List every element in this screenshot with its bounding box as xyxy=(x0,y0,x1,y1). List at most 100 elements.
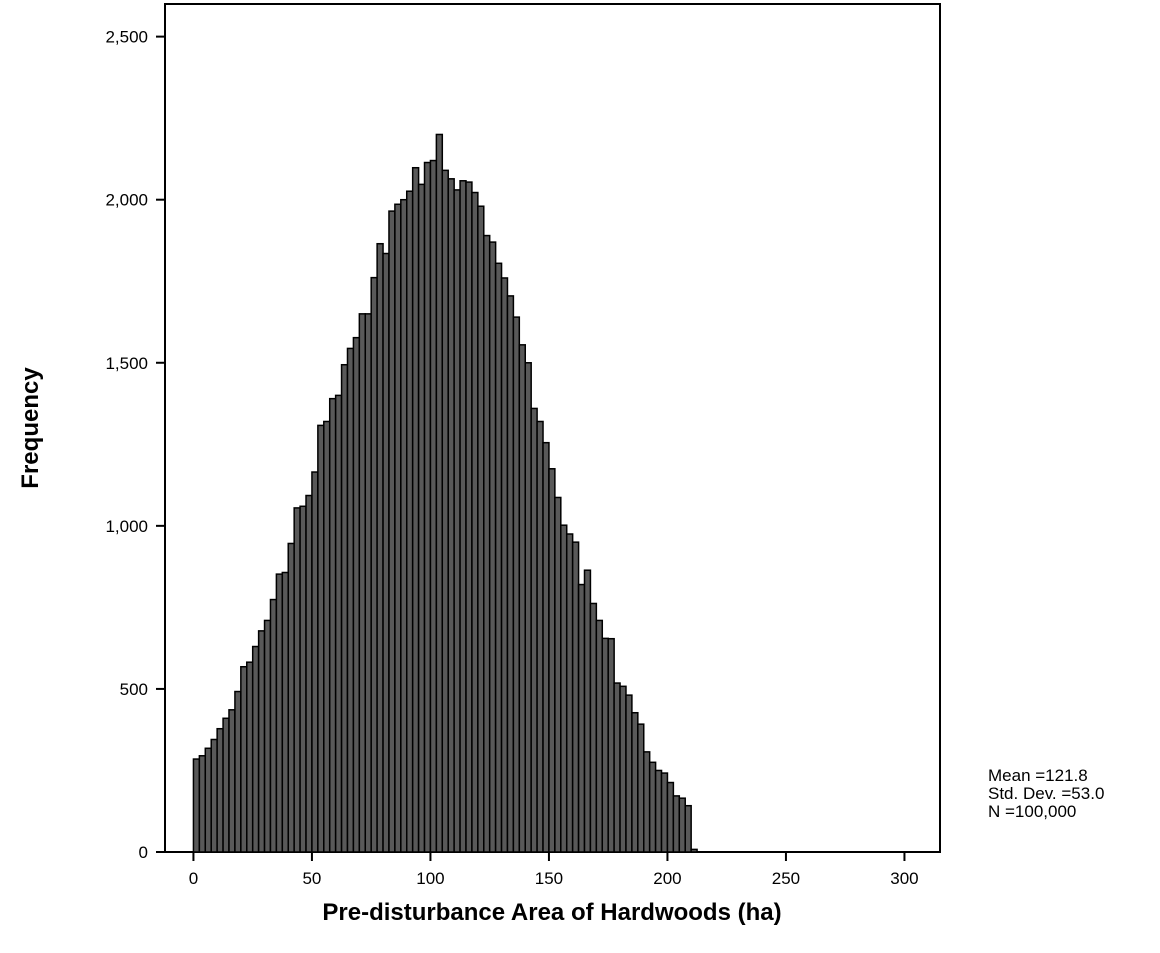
histogram-bar xyxy=(524,362,532,853)
histogram-bar xyxy=(536,420,544,853)
histogram-bar xyxy=(589,602,598,853)
histogram-bar xyxy=(263,619,272,853)
x-tick-label: 250 xyxy=(772,869,800,888)
histogram-bar xyxy=(506,295,515,853)
histogram-bar xyxy=(447,178,455,853)
histogram-bar xyxy=(388,210,396,853)
x-axis-title: Pre-disturbance Area of Hardwoods (ha) xyxy=(322,899,781,926)
histogram-bar xyxy=(601,637,609,853)
bar-group xyxy=(192,133,698,853)
histogram-bar xyxy=(500,277,509,853)
histogram-bar xyxy=(643,751,651,853)
x-tick-label: 0 xyxy=(189,869,198,888)
histogram-bar xyxy=(471,191,479,853)
histogram-bar xyxy=(382,252,390,853)
histogram-bar xyxy=(530,407,538,853)
histogram-bar xyxy=(619,685,627,853)
histogram-bar xyxy=(542,441,550,853)
histogram-bar xyxy=(666,781,675,853)
histogram-bar xyxy=(317,424,325,853)
histogram-bar xyxy=(269,598,278,853)
histogram-bar xyxy=(459,180,467,853)
histogram-bar xyxy=(275,573,284,853)
histogram-bar xyxy=(465,181,473,853)
y-tick-label: 500 xyxy=(120,680,148,699)
histogram-bar xyxy=(340,363,349,853)
stat-std-dev: Std. Dev. =53.0 xyxy=(988,784,1104,803)
histogram-bar xyxy=(228,709,236,853)
histogram-bar xyxy=(565,533,574,853)
histogram-bar xyxy=(429,159,438,853)
y-axis: 0 500 1,000 1,500 2,000 2,500 xyxy=(105,28,165,862)
histogram-bar xyxy=(483,234,491,853)
histogram-bar xyxy=(400,198,408,853)
histogram-bar xyxy=(441,169,449,853)
histogram-bar xyxy=(323,420,331,853)
histogram-bar xyxy=(299,505,307,853)
histogram-bar xyxy=(595,619,604,853)
histogram-bar xyxy=(364,313,372,853)
histogram-bar xyxy=(328,397,337,853)
histogram-bar xyxy=(583,569,592,853)
histogram-bar xyxy=(411,166,420,853)
histogram-bar xyxy=(577,583,586,853)
histogram-bar xyxy=(210,738,218,853)
histogram-bar xyxy=(477,205,485,853)
histogram-bar xyxy=(571,541,580,853)
histogram-bar xyxy=(648,761,657,853)
histogram-bar xyxy=(234,690,242,853)
histogram-bar xyxy=(607,637,615,853)
histogram-bar xyxy=(352,336,361,853)
histogram-bar xyxy=(305,494,313,853)
stat-mean: Mean =121.8 xyxy=(988,766,1088,785)
y-axis-title: Frequency xyxy=(17,367,44,489)
histogram-bar xyxy=(631,711,639,853)
histogram-bar xyxy=(417,183,426,853)
y-tick-label: 1,000 xyxy=(105,517,148,536)
histogram-bar xyxy=(370,276,378,853)
histogram-bar xyxy=(637,723,645,853)
histogram-bar xyxy=(293,507,301,853)
histogram-bar xyxy=(394,203,402,853)
histogram-bar xyxy=(488,241,497,853)
histogram-bar xyxy=(311,471,319,853)
histogram-bar xyxy=(518,344,527,853)
x-tick-label: 50 xyxy=(302,869,321,888)
histogram-bar xyxy=(251,645,260,853)
histogram-bar xyxy=(678,797,686,853)
histogram-bar xyxy=(548,468,556,853)
histogram-bar xyxy=(554,496,562,853)
histogram-bar xyxy=(346,347,355,853)
histogram-bar xyxy=(257,630,266,853)
x-tick-label: 100 xyxy=(416,869,444,888)
histogram-bar xyxy=(246,661,254,853)
histogram-bar xyxy=(560,524,568,853)
histogram-bar xyxy=(222,717,230,853)
histogram-bar xyxy=(654,769,663,853)
histogram-bar xyxy=(198,755,207,853)
histogram-bar xyxy=(204,747,212,853)
x-tick-label: 300 xyxy=(890,869,918,888)
histogram-bar xyxy=(423,161,432,853)
histogram-bar xyxy=(216,727,224,853)
histogram-bar xyxy=(287,542,295,853)
histogram-bar xyxy=(494,262,503,853)
histogram-bar xyxy=(453,189,461,853)
histogram-bar xyxy=(192,758,201,853)
histogram-bar xyxy=(684,804,692,853)
y-tick-label: 0 xyxy=(139,843,148,862)
histogram-bar xyxy=(334,394,343,853)
histogram-bar xyxy=(240,665,248,853)
histogram-bar xyxy=(358,313,367,853)
x-tick-label: 150 xyxy=(535,869,563,888)
y-tick-label: 1,500 xyxy=(105,354,148,373)
histogram-bar xyxy=(672,795,681,853)
y-tick-label: 2,500 xyxy=(105,28,148,47)
histogram-bar xyxy=(625,694,633,853)
histogram-bar xyxy=(613,682,621,853)
y-tick-label: 2,000 xyxy=(105,191,148,210)
histogram-bar xyxy=(405,190,414,853)
x-tick-label: 200 xyxy=(653,869,681,888)
histogram-bar xyxy=(660,772,669,853)
